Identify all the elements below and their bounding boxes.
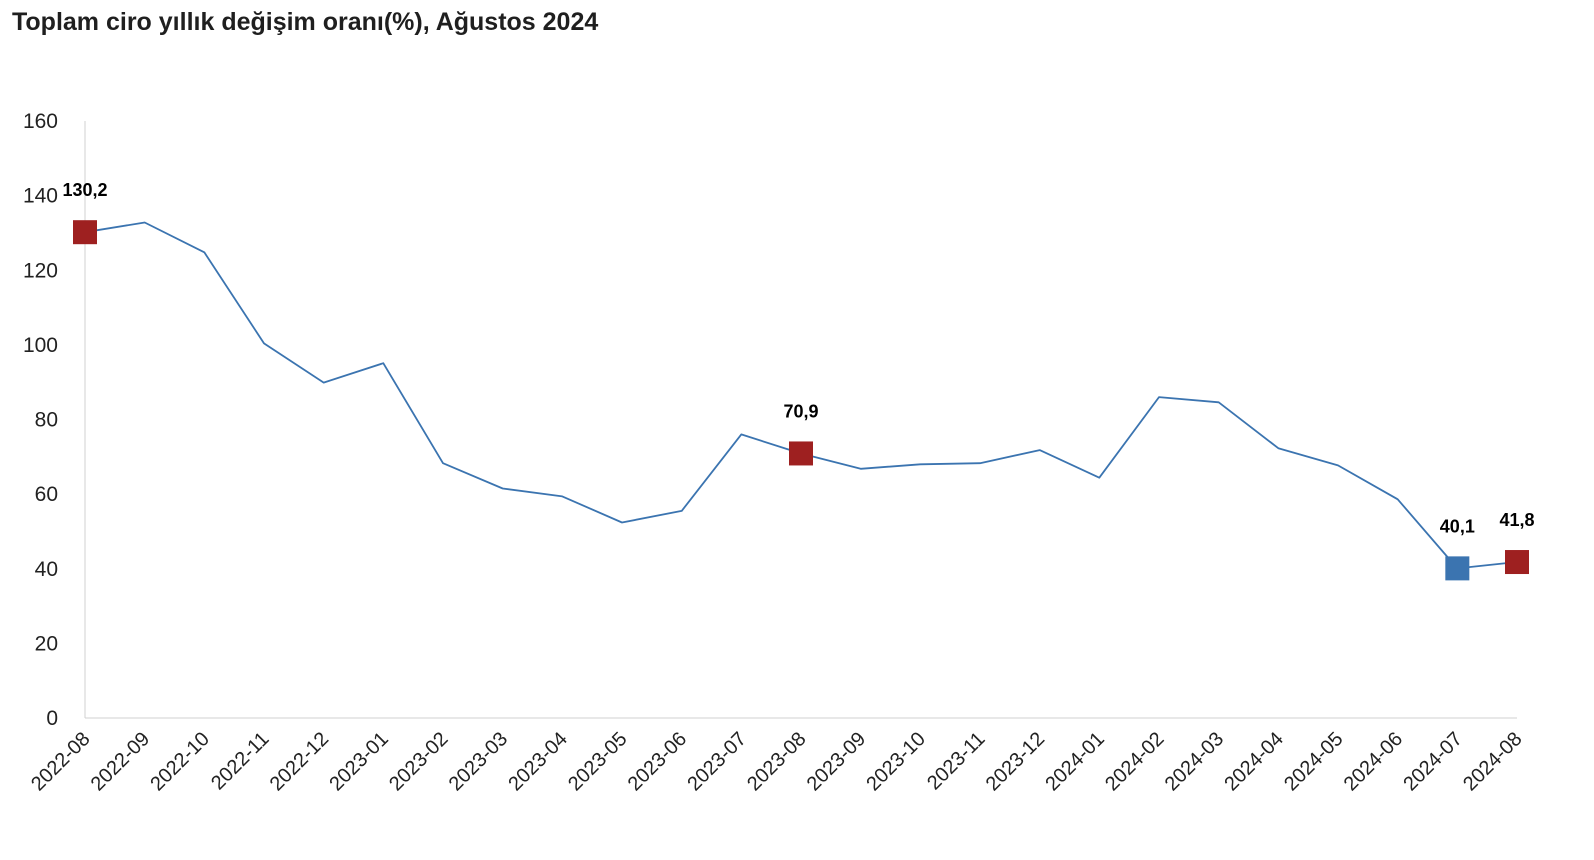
y-tick-label: 120 (23, 259, 58, 282)
x-tick-label: 2024-05 (1280, 728, 1347, 795)
y-tick-label: 100 (23, 334, 58, 357)
x-tick-label: 2023-12 (982, 728, 1049, 795)
y-tick-label: 20 (35, 632, 58, 655)
data-label: 130,2 (62, 180, 107, 200)
x-tick-label: 2024-01 (1041, 728, 1108, 795)
x-tick-label: 2022-10 (146, 728, 213, 795)
x-tick-label: 2024-08 (1459, 728, 1526, 795)
x-tick-label: 2023-10 (862, 728, 929, 795)
data-markers (73, 220, 1529, 581)
y-tick-labels: 0 20 40 60 80 100 120 140 160 (23, 110, 58, 730)
data-label: 40,1 (1440, 516, 1475, 536)
data-labels: 130,2 70,9 40,1 41,8 (62, 180, 1534, 536)
x-tick-label: 2022-12 (266, 728, 333, 795)
series-lines (84, 221, 1518, 570)
x-tick-label: 2023-07 (683, 728, 750, 795)
x-tick-label: 2022-08 (27, 728, 94, 795)
x-tick-label: 2023-02 (385, 728, 452, 795)
y-tick-label: 0 (46, 707, 58, 730)
x-tick-label: 2024-03 (1161, 728, 1228, 795)
x-tick-label: 2024-07 (1399, 728, 1466, 795)
x-tick-label: 2023-05 (564, 728, 631, 795)
data-marker (1505, 550, 1529, 575)
data-marker (789, 441, 813, 466)
x-tick-label: 2022-09 (87, 728, 154, 795)
x-tick-label: 2023-08 (743, 728, 810, 795)
x-tick-label: 2023-09 (803, 728, 870, 795)
data-label: 70,9 (783, 401, 818, 421)
x-tick-label: 2024-02 (1101, 728, 1168, 795)
x-tick-label: 2024-06 (1340, 728, 1407, 795)
x-tick-label: 2023-01 (325, 728, 392, 795)
x-tick-label: 2023-03 (445, 728, 512, 795)
series-line (84, 221, 1518, 570)
y-tick-label: 140 (23, 185, 58, 208)
y-tick-label: 80 (35, 409, 58, 432)
x-tick-labels: 2022-082022-092022-102022-112022-122023-… (27, 728, 1526, 795)
x-tick-label: 2023-06 (624, 728, 691, 795)
x-tick-label: 2023-04 (504, 728, 571, 795)
x-tick-label: 2023-11 (923, 728, 989, 794)
chart-title: Toplam ciro yıllık değişim oranı(%), Ağu… (12, 8, 599, 36)
y-tick-label: 160 (23, 110, 58, 133)
data-marker (1445, 556, 1470, 581)
y-tick-label: 40 (35, 558, 58, 581)
x-tick-label: 2022-11 (207, 728, 273, 794)
y-tick-label: 60 (35, 483, 58, 506)
data-label: 41,8 (1499, 510, 1534, 530)
x-tick-label: 2024-04 (1220, 728, 1287, 795)
data-marker (73, 220, 97, 245)
